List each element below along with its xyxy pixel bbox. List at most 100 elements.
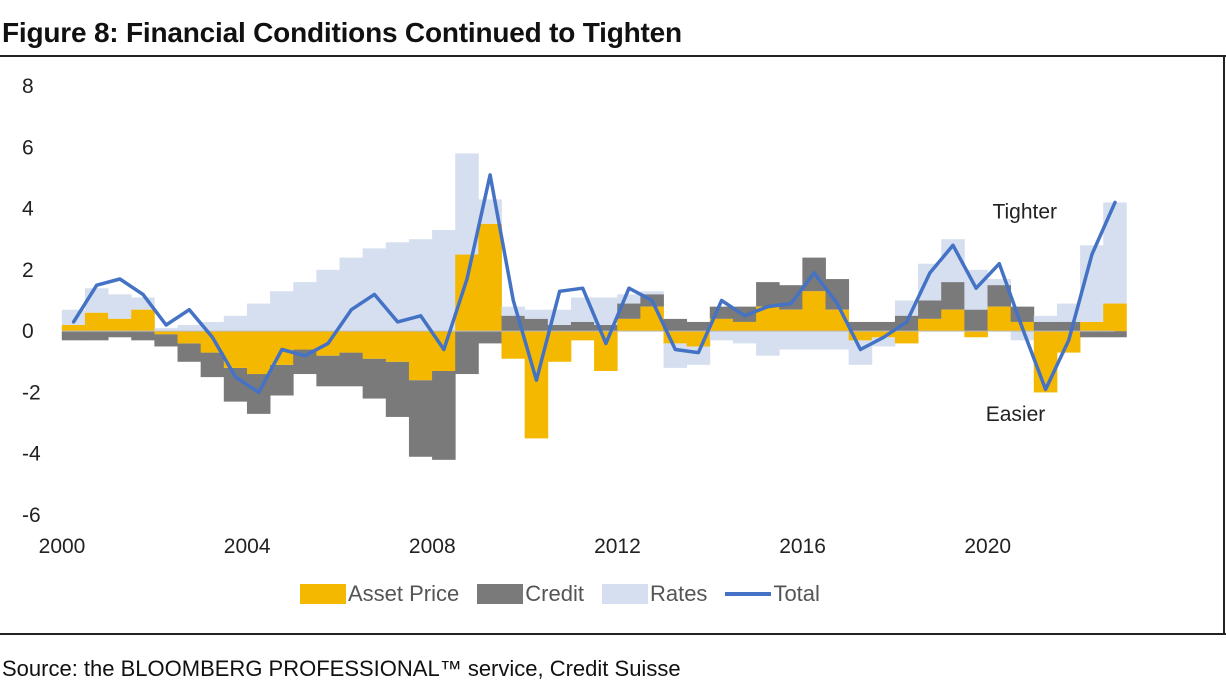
bar-rates <box>316 269 340 332</box>
total-point <box>789 302 793 306</box>
bar-credit <box>154 334 178 347</box>
bar-credit <box>1103 331 1127 338</box>
total-point <box>720 299 724 302</box>
x-tick-label: 2016 <box>779 535 826 558</box>
bar-credit <box>1056 321 1081 332</box>
total-point <box>141 292 145 296</box>
source-note: Source: the BLOOMBERG PROFESSIONAL™ serv… <box>2 656 681 681</box>
bar-asset-price <box>1033 331 1058 393</box>
bar-asset-price <box>871 331 896 338</box>
bar-rates <box>524 309 549 319</box>
bar-rates <box>1103 202 1127 304</box>
bar-credit <box>316 355 340 387</box>
bar-credit <box>455 331 479 375</box>
y-tick-label: 0 <box>22 320 34 343</box>
bar-credit <box>61 331 86 341</box>
total-point <box>1067 338 1071 342</box>
total-point <box>396 320 400 324</box>
bar-rates <box>154 328 178 332</box>
bar-asset-price <box>84 312 109 332</box>
legend-swatch-credit <box>477 584 524 604</box>
bar-rates <box>408 239 433 332</box>
x-tick-label: 2004 <box>224 535 271 558</box>
legend-label: Total <box>773 581 820 606</box>
bar-rates <box>223 315 248 332</box>
total-point <box>326 341 330 345</box>
bar-rates <box>108 294 132 319</box>
bar-asset-price <box>848 331 873 341</box>
total-point <box>1090 253 1094 257</box>
x-tick-label: 2020 <box>964 535 1011 558</box>
bar-asset-price <box>177 331 202 344</box>
bar-rates <box>802 331 826 350</box>
y-tick-label: -6 <box>22 504 41 527</box>
bar-asset-price <box>154 331 178 335</box>
total-point <box>882 335 886 339</box>
y-tick-label: -2 <box>22 381 41 404</box>
bar-asset-price <box>385 331 410 362</box>
y-tick-label: 4 <box>22 198 34 221</box>
total-point <box>997 262 1001 266</box>
bar-credit <box>408 380 433 457</box>
bar-credit <box>1033 321 1058 332</box>
total-point <box>673 348 677 352</box>
bar-rates <box>732 331 757 344</box>
annotation-tighter: Tighter <box>992 201 1057 224</box>
bar-credit <box>918 300 942 319</box>
total-point <box>511 299 515 302</box>
bar-credit <box>547 325 572 332</box>
total-point <box>349 308 353 312</box>
y-tick-label: 2 <box>22 259 34 282</box>
bar-asset-price <box>408 331 433 381</box>
total-point <box>928 271 932 275</box>
x-tick-label: 2012 <box>594 535 641 558</box>
bar-rates <box>1010 331 1035 341</box>
bar-rates <box>200 321 225 332</box>
y-tick-label: 6 <box>22 136 34 159</box>
bar-credit <box>478 331 502 344</box>
bar-rates <box>594 297 618 326</box>
total-point <box>951 243 955 247</box>
bar-asset-price <box>918 318 942 332</box>
bar-credit <box>617 303 641 319</box>
bar-asset-price <box>732 321 757 332</box>
total-point <box>905 320 909 324</box>
bar-credit <box>663 318 688 332</box>
total-point <box>1113 200 1117 204</box>
bar-asset-price <box>61 325 86 332</box>
bar-asset-price <box>131 309 155 332</box>
bar-credit <box>200 352 225 378</box>
bar-asset-price <box>709 318 734 332</box>
bar-rates <box>432 230 456 332</box>
bar-asset-price <box>964 331 988 338</box>
bar-asset-price <box>756 306 780 332</box>
bar-asset-price <box>617 318 641 332</box>
bottom-rule <box>0 633 1226 635</box>
total-point <box>534 378 538 382</box>
legend-label: Credit <box>525 581 584 606</box>
bar-rates <box>756 331 780 356</box>
bar-rates <box>640 291 664 295</box>
total-point <box>974 286 978 290</box>
bar-rates <box>339 257 364 332</box>
total-point <box>164 323 168 327</box>
right-border <box>1223 56 1225 634</box>
total-point <box>72 320 76 324</box>
total-point <box>627 286 631 290</box>
legend-item-asset-price: Asset Price <box>300 581 459 607</box>
bar-rates <box>779 331 803 350</box>
bar-asset-price <box>339 331 364 353</box>
bar-asset-price <box>501 331 526 359</box>
legend-swatch-rates <box>601 584 648 604</box>
bar-credit <box>524 318 549 332</box>
bar-asset-price <box>293 331 317 350</box>
series-line-total <box>71 173 1117 395</box>
bar-credit <box>756 282 780 307</box>
bar-credit <box>941 282 965 310</box>
bar-asset-price <box>1080 321 1104 332</box>
bar-credit <box>848 321 873 332</box>
top-rule <box>0 55 1226 57</box>
bar-rates <box>501 306 526 316</box>
bar-rates <box>455 153 479 255</box>
legend-item-rates: Rates <box>601 581 707 607</box>
